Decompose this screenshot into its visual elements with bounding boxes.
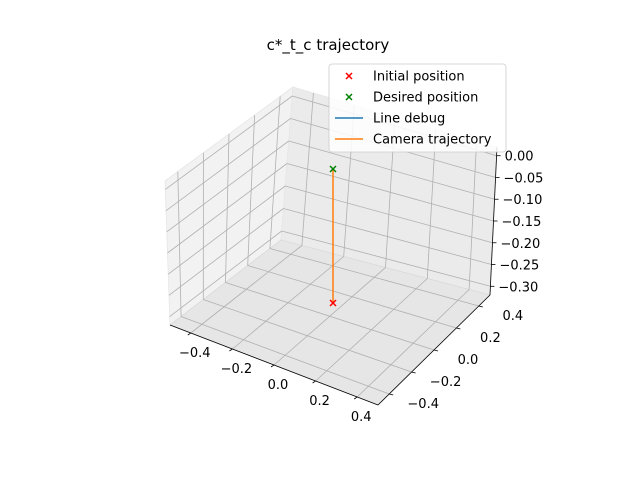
y-tick-label: −0.4 (407, 397, 439, 412)
x-tick-mark (270, 364, 275, 368)
legend-marker (345, 72, 353, 80)
marker-stroke (329, 165, 337, 173)
x-tick-label: 0.2 (309, 394, 330, 409)
x-tick-label: 0.4 (351, 410, 372, 425)
z-gridline-back (281, 230, 491, 287)
y-tick-mark (411, 371, 416, 374)
y-tick-label: −0.2 (430, 375, 462, 390)
z-tick-label: −0.15 (502, 215, 542, 230)
x-tick-mark (229, 348, 233, 352)
y-tick-mark (389, 393, 394, 396)
legend: Initial position Desired position Line deb… (328, 63, 507, 153)
y-tick-mark (456, 327, 461, 330)
chart-title: c*_t_c trajectory (267, 36, 390, 55)
y-gridline-floor (269, 248, 479, 307)
z-gridline-left (168, 208, 284, 296)
marker-stroke (345, 93, 353, 101)
y-tick-mark (478, 305, 483, 308)
legend-label: Camera trajectory (373, 133, 492, 148)
x-tick-mark (187, 332, 192, 336)
z-gridline-left (165, 95, 293, 190)
data-series (329, 165, 337, 307)
z-gridline-left (167, 185, 286, 275)
x-tick-label: −0.2 (221, 362, 253, 377)
y-tick-label: 0.2 (480, 331, 501, 346)
x-tick-mark (312, 380, 316, 384)
z-gridline-back (285, 185, 493, 244)
z-tick-label: −0.25 (499, 259, 539, 274)
x-tick-labels: −0.4 −0.2 0.0 0.2 0.4 (179, 332, 372, 425)
y-tick-label: 0.4 (502, 309, 523, 324)
y-gridline-floor (225, 282, 435, 351)
x-tick-label: −0.4 (179, 346, 211, 361)
z-gridline-back (286, 163, 494, 222)
z-gridline-left (169, 230, 282, 317)
z-tick-label: −0.30 (498, 280, 538, 295)
legend-label: Initial position (373, 70, 465, 85)
z-tick-labels: 0.00 −0.05 −0.10 −0.15 −0.20 −0.25 −0.30 (490, 150, 544, 295)
z-gridline-back (283, 208, 492, 265)
z-tick-label: −0.20 (500, 237, 540, 252)
y-tick-mark (433, 349, 439, 352)
z-gridline-left (165, 118, 291, 211)
legend-marker (345, 93, 353, 101)
z-tick-label: −0.10 (503, 193, 543, 208)
z-tick-label: 0.00 (505, 150, 534, 165)
marker-stroke (329, 299, 337, 307)
y-gridline-floor (247, 265, 457, 329)
x-tick-mark (353, 396, 358, 400)
z-tick-label: −0.05 (504, 171, 544, 186)
initial-position-marker (329, 299, 337, 307)
y-gridline-floor (203, 299, 412, 373)
y-tick-labels: −0.4 −0.2 0.00.20.4 (389, 305, 523, 412)
legend-label: Line debug (373, 112, 445, 127)
legend-box (328, 63, 507, 153)
marker-stroke (345, 72, 353, 80)
y-tick-label: 0.0 (458, 353, 479, 368)
z-gridline-left (166, 140, 290, 233)
legend-label: Desired position (373, 91, 478, 106)
desired-position-marker (329, 165, 337, 173)
x-tick-label: 0.0 (268, 378, 289, 393)
y-gridline-floor (180, 316, 390, 395)
z-gridline-back (288, 140, 495, 200)
z-gridline-left (167, 163, 288, 254)
